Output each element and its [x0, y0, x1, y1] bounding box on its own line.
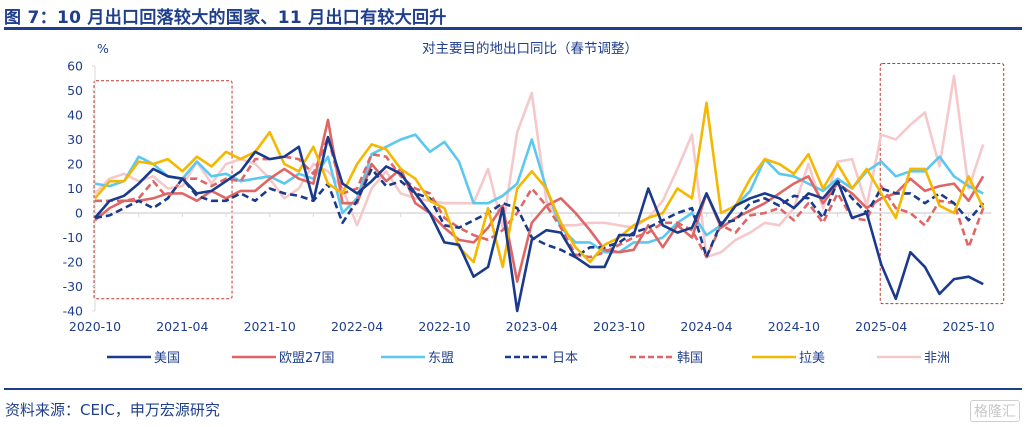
y-tick-label: 20 [67, 157, 83, 172]
series-line-6 [94, 101, 985, 269]
y-tick-label: 50 [67, 83, 83, 98]
y-axis-unit-label: % [97, 41, 109, 56]
legend-label: 日本 [552, 351, 578, 366]
legend-label: 拉美 [799, 351, 825, 366]
legend-label: 东盟 [428, 351, 454, 366]
x-tick-label: 2025-10 [942, 319, 994, 334]
x-tick-label: 2022-04 [331, 319, 383, 334]
legend: 美国 欧盟27国 东盟 日本 韩国 拉美 非洲 [107, 351, 950, 366]
source-note: 资料来源：CEIC，申万宏源研究 [5, 401, 220, 419]
y-tick-label: 60 [67, 59, 83, 74]
y-tick-label: 10 [67, 181, 83, 196]
x-tick-label: 2020-10 [69, 319, 121, 334]
highlight-boxes [93, 63, 1005, 305]
title-divider [4, 27, 1022, 30]
x-tick-label: 2025-04 [855, 319, 907, 334]
legend-label: 非洲 [924, 351, 950, 366]
y-tick-label: -30 [63, 279, 83, 294]
x-tick-label: 2023-10 [593, 319, 645, 334]
highlight-box [879, 63, 1005, 305]
x-tick-label: 2024-10 [768, 319, 820, 334]
x-tick-label: 2023-04 [506, 319, 558, 334]
series-line-4 [94, 167, 985, 259]
highlight-box [93, 80, 233, 300]
y-tick-label: 0 [75, 206, 83, 221]
series-line-3 [94, 133, 984, 254]
legend-label: 美国 [154, 351, 180, 366]
x-tick-label: 2022-10 [418, 319, 470, 334]
y-tick-label: 30 [67, 132, 83, 147]
watermark-logo: 格隆汇 [970, 400, 1020, 422]
x-tick-label: 2024-04 [680, 319, 732, 334]
figure-title: 图 7：10 月出口回落较大的国家、11 月出口有较大回升 [4, 8, 447, 28]
series-line-1 [94, 135, 984, 313]
x-tick-label: 2021-04 [156, 319, 208, 334]
x-tick-label: 2021-10 [244, 319, 296, 334]
series-lines [94, 74, 985, 313]
y-tick-label: 40 [67, 108, 83, 123]
y-tick-label: -10 [63, 230, 83, 245]
footer-divider [4, 388, 1022, 390]
y-tick-label: -40 [63, 304, 83, 319]
series-line-2 [94, 118, 985, 283]
legend-label: 欧盟27国 [279, 351, 335, 366]
chart-title: 对主要目的地出口同比（春节调整） [422, 41, 638, 57]
y-tick-label: -20 [63, 255, 83, 270]
series-line-5 [95, 135, 985, 259]
line-chart: 对主要目的地出口同比（春节调整） % 60 50 40 30 20 10 0 -10 -20 -3… [63, 41, 1005, 366]
legend-label: 韩国 [677, 351, 703, 366]
